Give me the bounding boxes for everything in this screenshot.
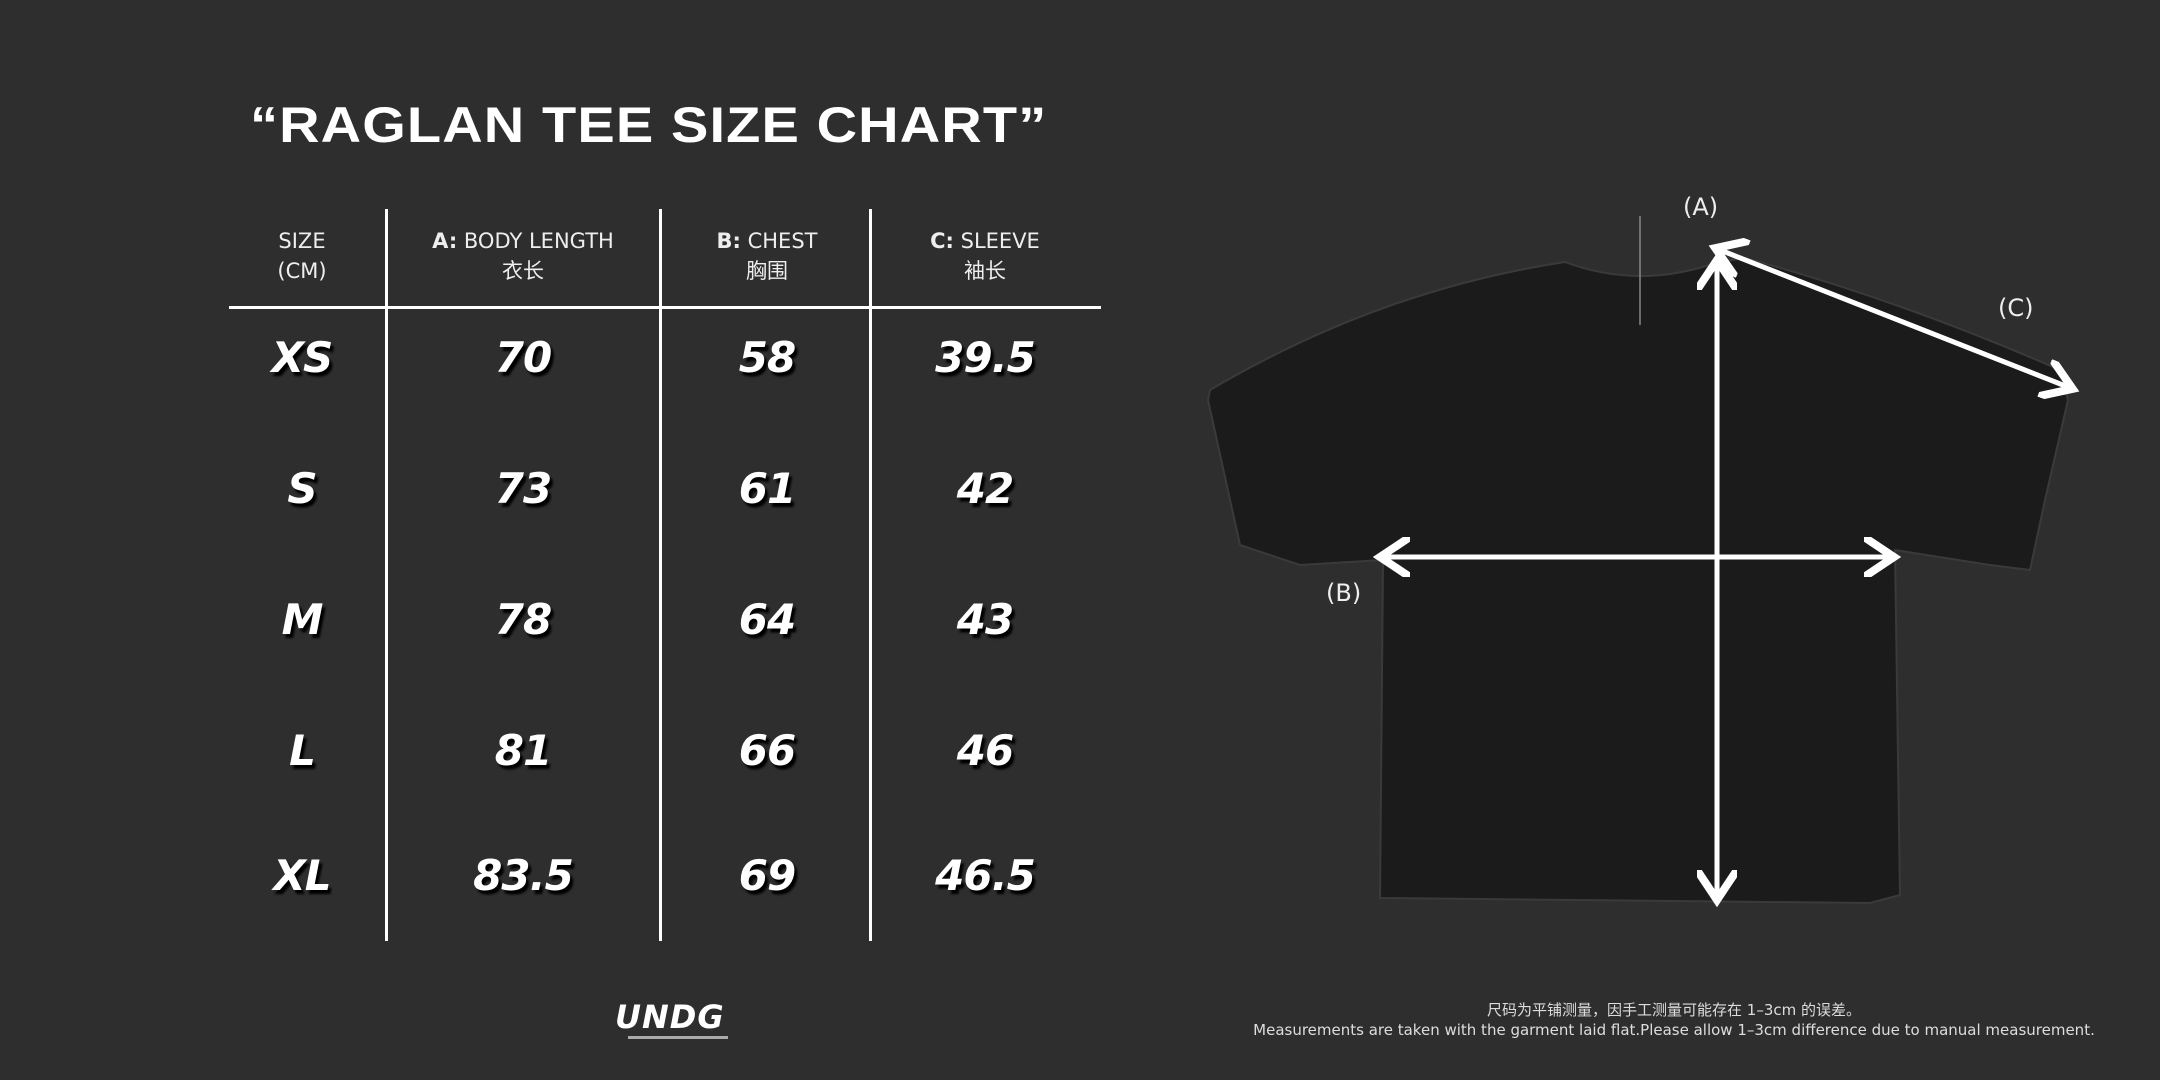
size-cell: XL [273, 851, 331, 900]
column-divider [385, 209, 388, 941]
note-chinese: 尺码为平铺测量，因手工测量可能存在 1–3cm 的误差。 [1487, 1001, 1861, 1019]
column-header: A: BODY LENGTH 衣长 [373, 226, 673, 286]
column-header: C: SLEEVE 袖长 [835, 226, 1135, 286]
header-label: SLEEVE [953, 229, 1040, 253]
measurement-cell: 78 [494, 595, 552, 644]
measurement-cell: 66 [738, 726, 796, 775]
brand-logo: UNDG [615, 998, 725, 1036]
size-cell: XS [271, 333, 334, 382]
header-prefix: C: [930, 229, 954, 253]
column-divider [869, 209, 872, 941]
column-divider [659, 209, 662, 941]
column-header: B: CHEST 胸围 [617, 226, 917, 286]
measurement-cell: 73 [494, 464, 552, 513]
measurement-cell: 46 [956, 726, 1014, 775]
header-label: SIZE [278, 229, 326, 253]
measurement-cell: 69 [738, 851, 796, 900]
measurement-cell: 42 [956, 464, 1014, 513]
measurement-cell: 81 [494, 726, 552, 775]
measurement-cell: 61 [738, 464, 796, 513]
size-cell: L [289, 726, 316, 775]
header-label: CHEST [740, 229, 818, 253]
note-english: Measurements are taken with the garment … [1253, 1021, 2095, 1039]
header-sub: (CM) [277, 259, 327, 283]
sleeve-arrow [1720, 250, 2068, 387]
label-b: (B) [1326, 579, 1362, 607]
header-label: BODY LENGTH [457, 229, 614, 253]
header-divider [229, 306, 1101, 309]
header-prefix: B: [716, 229, 741, 253]
measurement-cell: 58 [738, 333, 796, 382]
measurement-cell: 46.5 [935, 851, 1036, 900]
measurement-cell: 39.5 [935, 333, 1036, 382]
header-sub: 衣长 [502, 259, 544, 283]
header-sub: 袖长 [964, 259, 1006, 283]
size-cell: S [287, 464, 317, 513]
page-title: “RAGLAN TEE SIZE CHART” [250, 97, 1048, 153]
label-a: (A) [1683, 193, 1719, 221]
measurement-cell: 70 [494, 333, 552, 382]
column-header: SIZE (CM) [152, 226, 452, 286]
measurement-cell: 83.5 [473, 851, 574, 900]
measurement-cell: 64 [738, 595, 796, 644]
size-cell: M [281, 595, 324, 644]
logo-tagline-mark [628, 1036, 728, 1039]
header-sub: 胸围 [746, 259, 788, 283]
measurement-cell: 43 [956, 595, 1014, 644]
header-prefix: A: [432, 229, 458, 253]
label-c: (C) [1998, 294, 2034, 322]
